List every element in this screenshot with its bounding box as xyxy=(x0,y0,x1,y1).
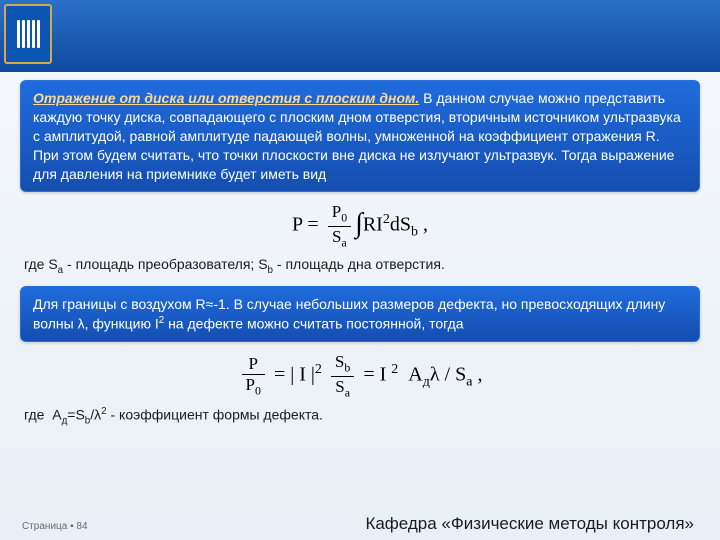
note-2: где Aд=Sb/λ2 - коэффициент формы дефекта… xyxy=(24,406,700,426)
info-box-2: Для границы с воздухом R≈-1. В случае не… xyxy=(20,286,700,342)
logo-icon xyxy=(4,4,52,64)
note-1: где Sa - площадь преобразователя; Sb - п… xyxy=(24,256,700,276)
content-area: Отражение от диска или отверстия с плоск… xyxy=(0,72,720,427)
equation-2: PP0 = | I |2 SbSa = I 2 Aдλ / Sa , xyxy=(20,352,700,400)
department-label: Кафедра «Физические методы контроля» xyxy=(365,514,694,534)
slide: Приборы и методы акустического контроля … xyxy=(0,0,720,540)
lead-text: Отражение от диска или отверстия с плоск… xyxy=(33,90,419,106)
equation-1: P = P0Sa∫RI2dSb , xyxy=(20,202,700,250)
page-number: Страница ▪ 84 xyxy=(22,521,88,532)
info-box-1: Отражение от диска или отверстия с плоск… xyxy=(20,80,700,192)
header-bg xyxy=(0,0,720,72)
header: Приборы и методы акустического контроля … xyxy=(0,0,720,72)
